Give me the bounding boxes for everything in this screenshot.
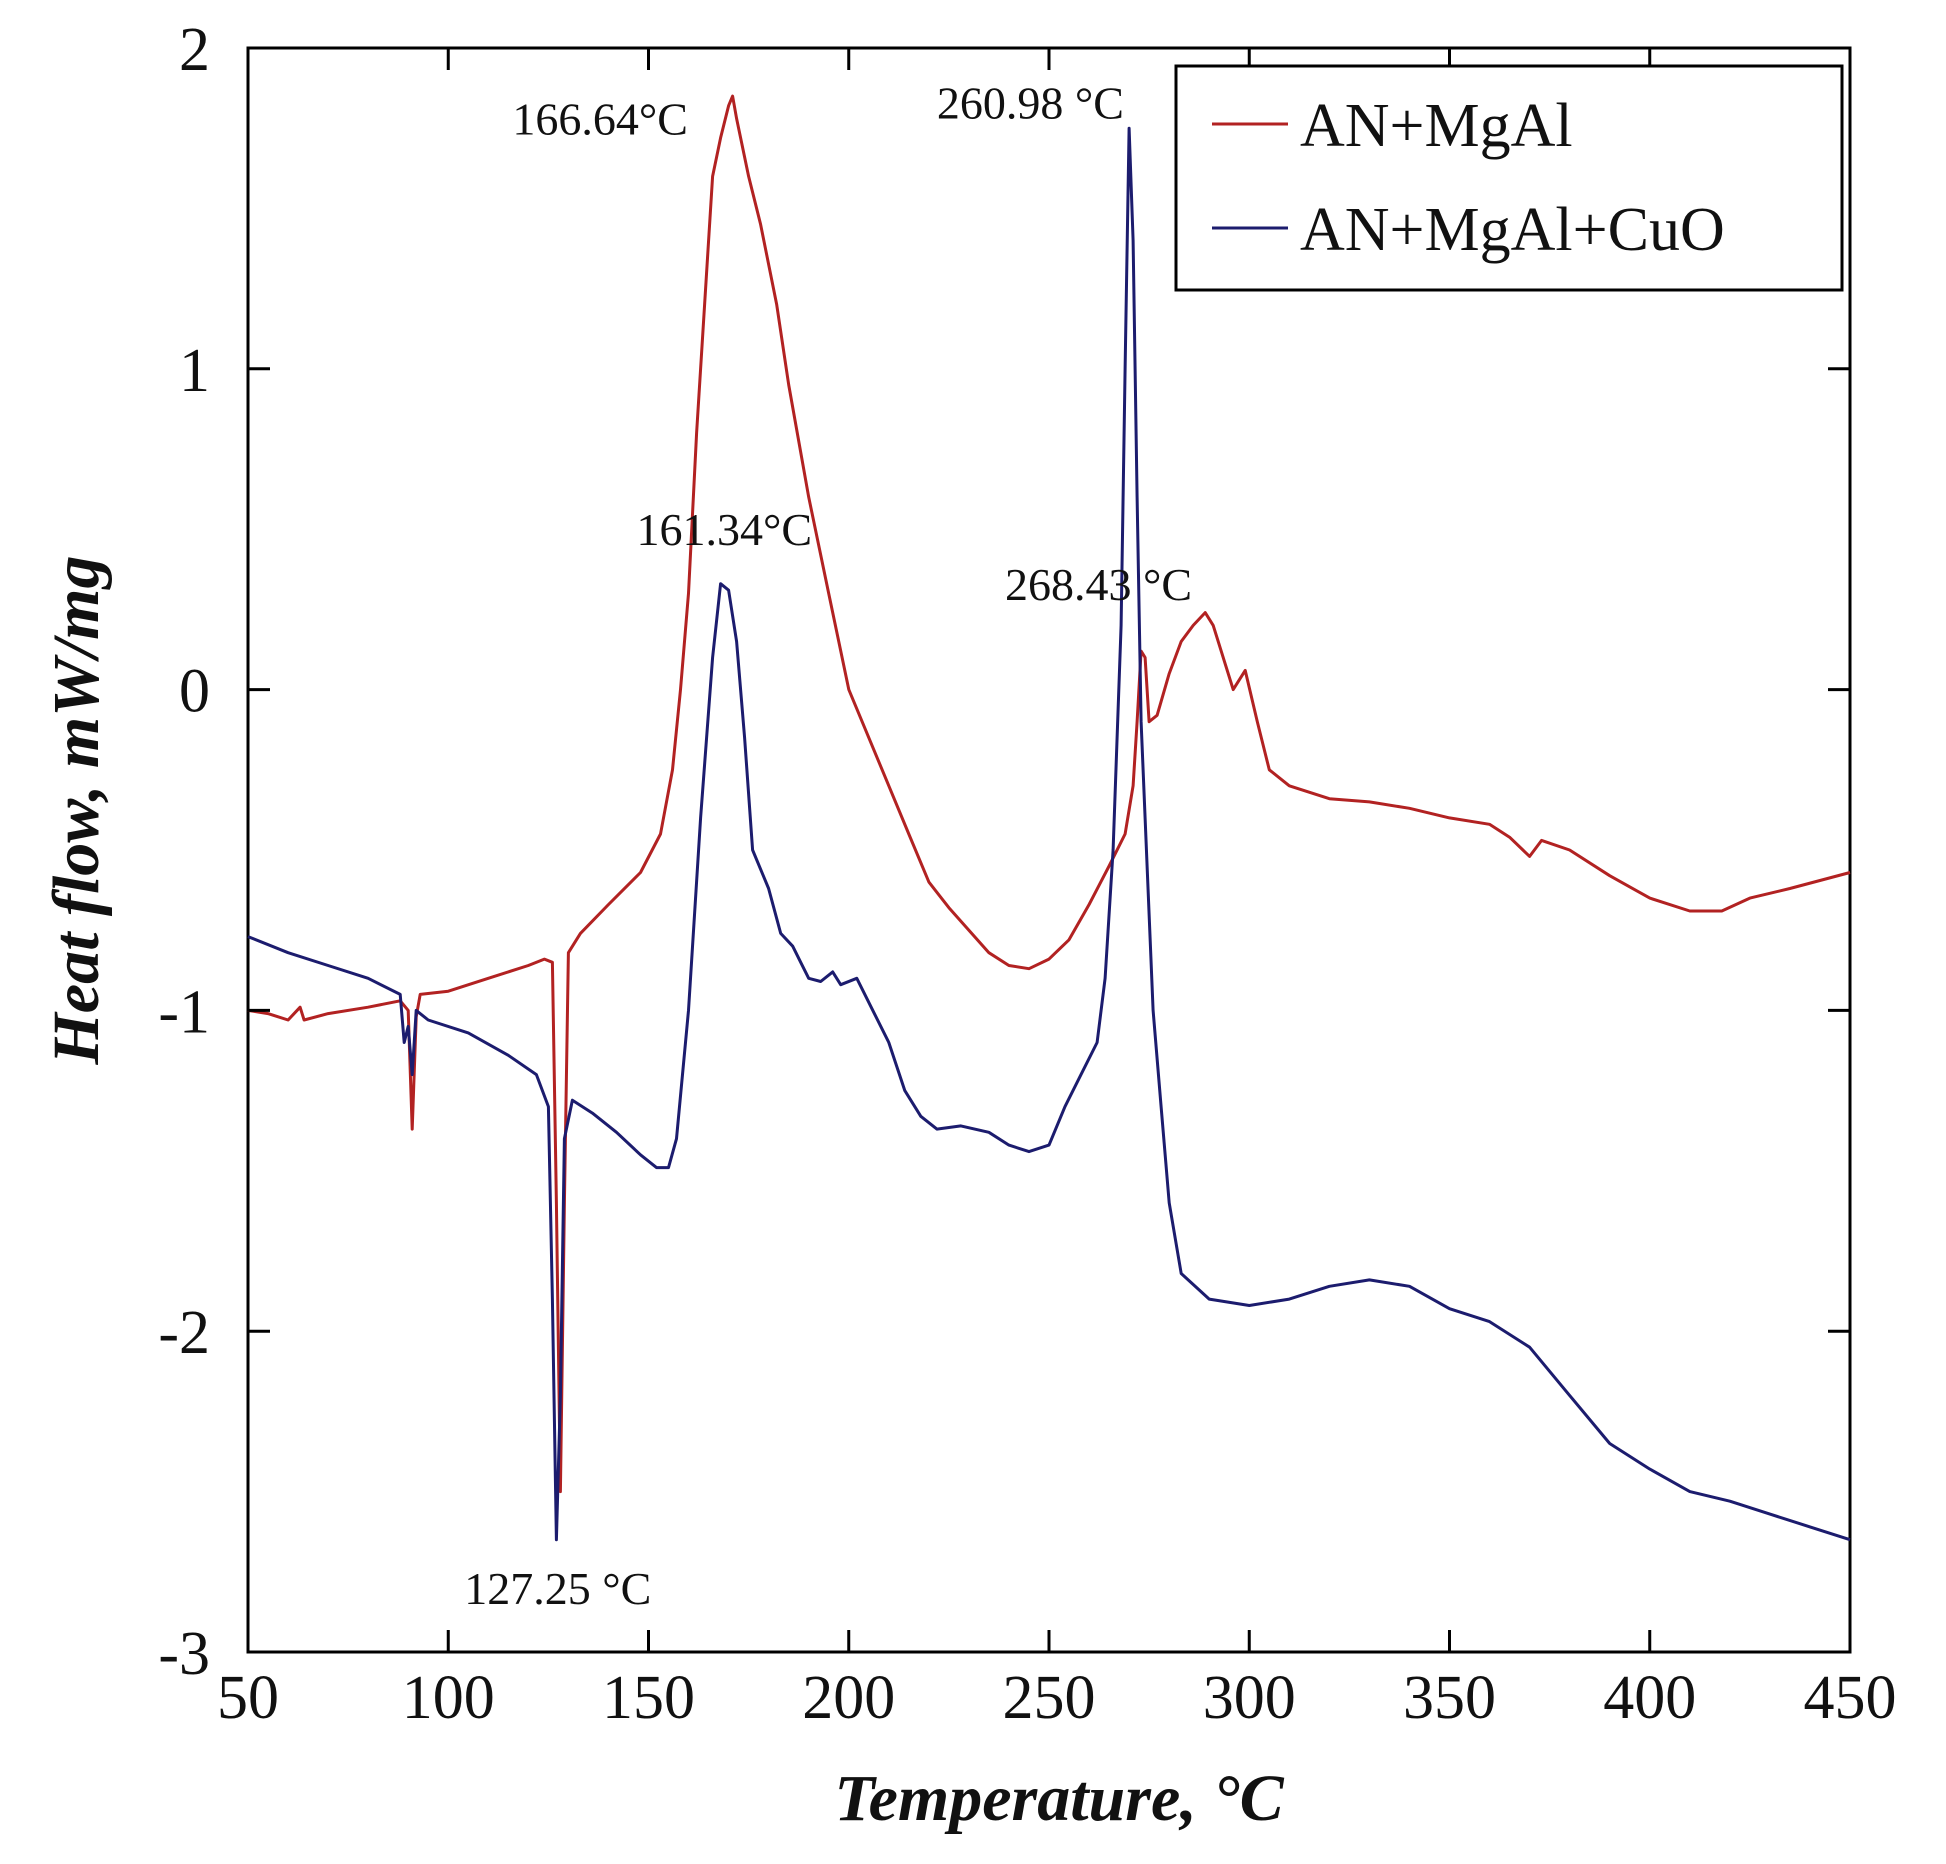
x-tick-label: 450 [1804, 1664, 1897, 1732]
y-tick-label: -3 [158, 1620, 210, 1688]
axis-layer: 50 100 150 200 250 300 350 400 450 -3 -2 -1 0 1 2 Tempe… [40, 16, 1897, 1835]
peak-annotation: 161.34°C [636, 504, 812, 555]
x-tick-label: 250 [1003, 1664, 1096, 1732]
y-tick-label: -1 [158, 978, 210, 1046]
peak-annotation: 166.64°C [512, 94, 688, 145]
series-line-an-mgal [247, 94, 1851, 1494]
legend: AN+MgAl AN+MgAl+CuO [1174, 64, 1844, 292]
legend-label: AN+MgAl+CuO [1300, 196, 1725, 264]
peak-annotation: 268.43 °C [1005, 559, 1192, 610]
x-tick-label: 300 [1203, 1664, 1296, 1732]
y-tick-label: 1 [179, 337, 210, 405]
series-line-an-mgal-cuo [247, 126, 1851, 1542]
x-tick-label: 400 [1603, 1664, 1696, 1732]
x-tick-label: 100 [402, 1664, 495, 1732]
y-tick-label: 0 [179, 658, 210, 726]
y-tick-label: -2 [158, 1299, 210, 1367]
x-tick-label: 350 [1403, 1664, 1496, 1732]
peak-annotation: 127.25 °C [464, 1563, 651, 1614]
peak-annotation: 260.98 °C [937, 78, 1124, 129]
annotation-layer: 166.64°C 260.98 °C 161.34°C 268.43 °C 127.25… [464, 78, 1192, 1614]
y-axis-title: Heat flow, mW/mg [40, 555, 113, 1065]
x-tick-label: 150 [602, 1664, 695, 1732]
series-layer [247, 94, 1851, 1542]
x-tick-label: 50 [217, 1664, 279, 1732]
y-tick-label: 2 [179, 16, 210, 84]
legend-box [1174, 64, 1844, 292]
x-axis-title: Temperature, °C [834, 1762, 1284, 1835]
legend-label: AN+MgAl [1300, 92, 1573, 160]
x-tick-label: 200 [802, 1664, 895, 1732]
